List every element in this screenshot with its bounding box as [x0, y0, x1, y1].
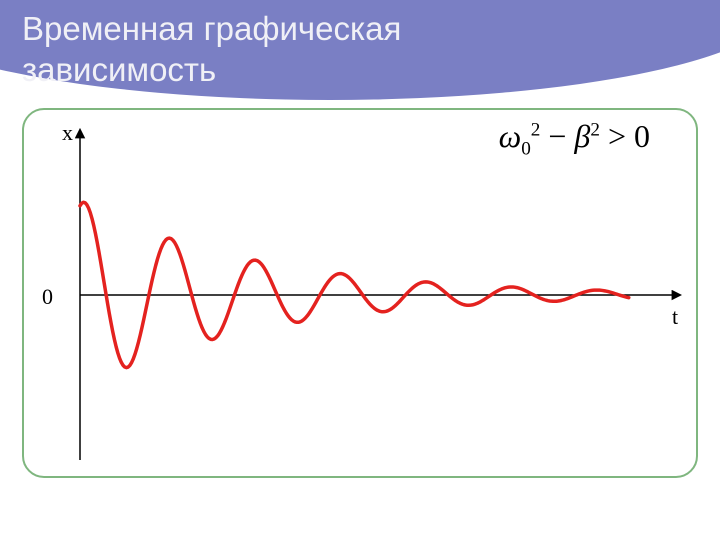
y-axis-label: x — [62, 120, 73, 146]
origin-label: 0 — [42, 284, 53, 310]
x-axis-label: t — [672, 304, 678, 330]
chart — [40, 120, 700, 470]
title-bar: Временная графическая зависимость — [0, 0, 720, 98]
slide: Временная графическая зависимость ω02 − … — [0, 0, 720, 540]
damped-oscillation-curve — [80, 202, 629, 367]
slide-title: Временная графическая зависимость — [22, 8, 582, 91]
